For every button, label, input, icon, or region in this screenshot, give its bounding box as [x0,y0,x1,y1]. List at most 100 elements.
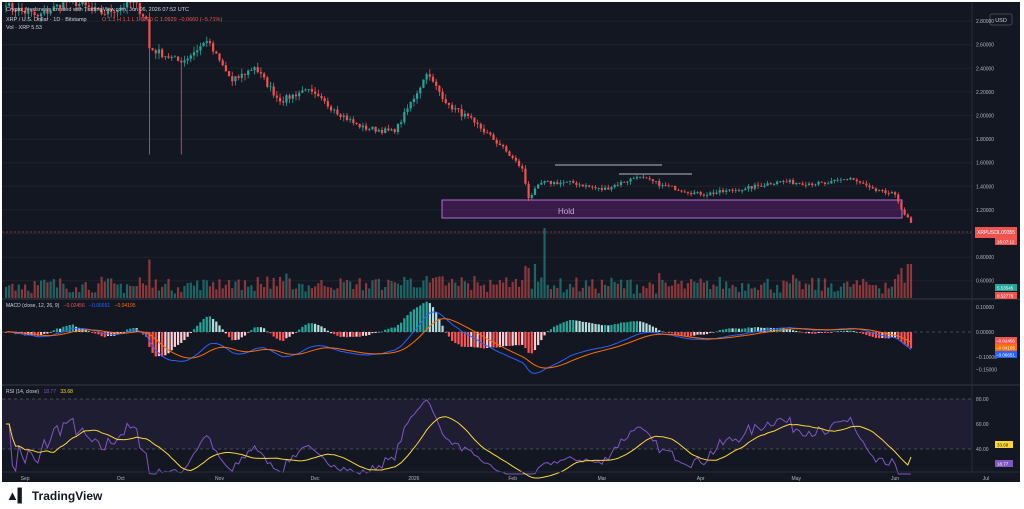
candle-body [361,125,365,128]
macd-hist-bar [565,321,568,332]
candle-body [17,8,20,12]
volume-bar [428,282,431,298]
candle-body [4,5,8,7]
volume-bar [221,288,224,298]
macd-hist-bar [814,332,817,334]
macd-hist-bar [412,309,415,332]
volume-bar [310,288,314,298]
macd-hist-bar [737,328,741,332]
volume-bar [575,277,578,298]
candle-body [502,145,505,147]
tradingview-logo[interactable]: ▲▍ TradingView [6,488,102,504]
price-tag-symbol: XRPUSD [977,230,998,236]
macd-hist-bar [243,332,247,336]
volume-bar [693,281,696,298]
macd-hist-bar [278,332,282,341]
macd-hist-bar [517,332,521,346]
volume-bar [486,291,489,298]
macd-hist-bar [486,332,489,349]
candle-body [81,2,84,4]
candle-body [208,41,212,44]
volume-bar [444,285,447,298]
volume-bar [87,289,90,298]
macd-hist-bar [648,324,651,332]
macd-hist-bar [428,303,431,332]
footer-bar: ▲▍ TradingView [0,482,1024,509]
macd-hist-bar [419,305,422,332]
time-axis[interactable]: Sep Oct Nov Dec 2026 Feb Mar Apr May Jun Jul [21,476,990,482]
macd-legend-title: MACD (close, 12, 26, 9) [6,303,60,309]
volume-bar [565,289,568,298]
volume-bar [680,280,683,298]
candle-body [734,190,737,192]
macd-hist-bar [43,332,46,334]
volume-bar [275,286,278,298]
chart-panel[interactable]: Hold Crypto [2,2,1020,482]
candle-body [435,81,438,86]
volume-bar [584,280,588,298]
candle-body [909,217,913,223]
rsi-axis[interactable]: 80.00 60.00 40.00 [976,397,989,453]
macd-hist-bar [674,332,677,335]
macd-axis[interactable]: 0.10000 0.00000 −0.10000 −0.15000 [976,305,997,374]
volume-bar [696,282,699,298]
volume-bar [712,284,715,298]
macd-hist-bar [387,328,390,332]
volume-bar [454,282,457,298]
rsi-tag-rsi-value: 18.77 [997,462,1009,467]
macd-hist-bar [549,329,553,332]
candle-body [333,109,336,111]
macd-hist-bar [46,332,49,334]
rsi-tag-ma [995,441,1013,448]
macd-hist-bar [444,331,447,333]
volume-bar [189,282,192,298]
macd-hist-bar [607,325,610,332]
macd-hist-bar [55,328,59,332]
macd-hist-bar [581,321,584,332]
volume-bar [779,292,782,298]
candle-body [30,11,33,13]
candle-body [189,55,192,59]
volume-bar [552,285,556,298]
macd-hist-bar [288,332,291,337]
macd-hist-bar [304,324,307,332]
hold-zone-box[interactable] [441,199,903,219]
macd-hist-bar [562,322,565,332]
candle-body [320,96,323,99]
macd-hist-bar [785,328,788,332]
macd-hist-bar [741,328,744,332]
candle-body [215,51,218,54]
volume-bar [110,278,113,298]
volume-bar [186,283,189,298]
candle-body [422,79,425,88]
volume-bar [492,284,495,298]
candle-body [635,176,639,179]
currency-button[interactable] [989,13,1013,26]
price-axis[interactable]: 2.80000 2.60000 2.40000 2.20000 2.00000 1.800… [976,19,994,285]
macd-hist-bar [431,307,435,332]
macd-hist-bar [635,321,639,332]
macd-hist-bar [20,332,24,335]
macd-hist-bar [202,319,205,332]
candle-body [400,122,403,124]
macd-hist-bar [664,332,667,333]
candle-body [737,190,741,192]
volume-bar [14,290,17,298]
volume-bar [208,286,212,298]
candle-body [565,181,568,183]
candle-body [498,143,502,145]
volume-bar [651,284,654,298]
chart-svg[interactable]: Hold Crypto [2,2,1020,482]
volume-bar [438,276,441,298]
candle-body [725,190,728,192]
macd-hist-bar [94,332,97,334]
candle-body [779,181,782,182]
candle-body [654,181,658,182]
candle-body [253,67,256,71]
macd-hist-bar [377,331,380,333]
time-axis-tick-label: Feb [508,476,517,482]
volume-bar [170,290,173,298]
macd-hist-bar [626,322,629,332]
candle-body [78,3,81,6]
macd-hist-bar [849,330,852,332]
